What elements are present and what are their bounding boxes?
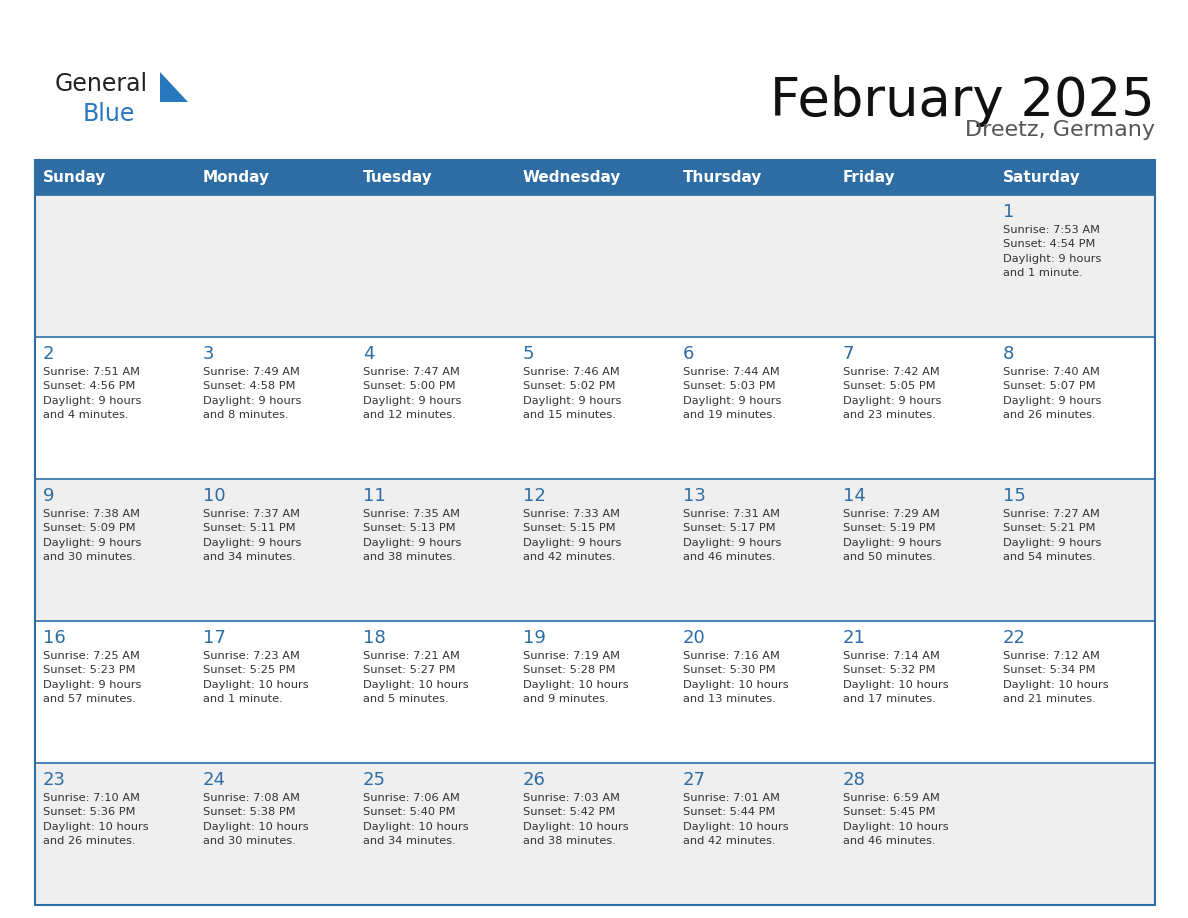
Text: 28: 28 bbox=[843, 771, 866, 789]
Text: Sunrise: 7:46 AM
Sunset: 5:02 PM
Daylight: 9 hours
and 15 minutes.: Sunrise: 7:46 AM Sunset: 5:02 PM Dayligh… bbox=[523, 367, 621, 420]
Text: Sunrise: 7:25 AM
Sunset: 5:23 PM
Daylight: 9 hours
and 57 minutes.: Sunrise: 7:25 AM Sunset: 5:23 PM Dayligh… bbox=[43, 651, 141, 704]
Text: 5: 5 bbox=[523, 345, 535, 363]
Text: 11: 11 bbox=[364, 487, 386, 505]
Text: Sunrise: 7:37 AM
Sunset: 5:11 PM
Daylight: 9 hours
and 34 minutes.: Sunrise: 7:37 AM Sunset: 5:11 PM Dayligh… bbox=[203, 509, 302, 562]
Text: 13: 13 bbox=[683, 487, 706, 505]
Text: February 2025: February 2025 bbox=[770, 75, 1155, 127]
Text: 27: 27 bbox=[683, 771, 706, 789]
Text: Sunrise: 7:16 AM
Sunset: 5:30 PM
Daylight: 10 hours
and 13 minutes.: Sunrise: 7:16 AM Sunset: 5:30 PM Dayligh… bbox=[683, 651, 789, 704]
Bar bbox=[34, 160, 1155, 905]
Text: 16: 16 bbox=[43, 629, 65, 647]
Text: General: General bbox=[55, 72, 148, 96]
Text: 24: 24 bbox=[203, 771, 226, 789]
Text: Sunrise: 7:06 AM
Sunset: 5:40 PM
Daylight: 10 hours
and 34 minutes.: Sunrise: 7:06 AM Sunset: 5:40 PM Dayligh… bbox=[364, 793, 468, 846]
Text: 12: 12 bbox=[523, 487, 545, 505]
Text: Sunrise: 7:14 AM
Sunset: 5:32 PM
Daylight: 10 hours
and 17 minutes.: Sunrise: 7:14 AM Sunset: 5:32 PM Dayligh… bbox=[843, 651, 949, 704]
Text: Sunday: Sunday bbox=[43, 170, 107, 185]
Bar bbox=[34, 337, 1155, 479]
Text: 23: 23 bbox=[43, 771, 67, 789]
Text: Sunrise: 7:12 AM
Sunset: 5:34 PM
Daylight: 10 hours
and 21 minutes.: Sunrise: 7:12 AM Sunset: 5:34 PM Dayligh… bbox=[1003, 651, 1108, 704]
Text: Sunrise: 7:44 AM
Sunset: 5:03 PM
Daylight: 9 hours
and 19 minutes.: Sunrise: 7:44 AM Sunset: 5:03 PM Dayligh… bbox=[683, 367, 782, 420]
Text: Sunrise: 7:08 AM
Sunset: 5:38 PM
Daylight: 10 hours
and 30 minutes.: Sunrise: 7:08 AM Sunset: 5:38 PM Dayligh… bbox=[203, 793, 309, 846]
Polygon shape bbox=[160, 72, 188, 102]
Text: 22: 22 bbox=[1003, 629, 1026, 647]
Text: Saturday: Saturday bbox=[1003, 170, 1081, 185]
Text: 26: 26 bbox=[523, 771, 545, 789]
Text: 4: 4 bbox=[364, 345, 374, 363]
Text: Sunrise: 7:49 AM
Sunset: 4:58 PM
Daylight: 9 hours
and 8 minutes.: Sunrise: 7:49 AM Sunset: 4:58 PM Dayligh… bbox=[203, 367, 302, 420]
Text: Sunrise: 7:10 AM
Sunset: 5:36 PM
Daylight: 10 hours
and 26 minutes.: Sunrise: 7:10 AM Sunset: 5:36 PM Dayligh… bbox=[43, 793, 148, 846]
Text: 17: 17 bbox=[203, 629, 226, 647]
Text: 20: 20 bbox=[683, 629, 706, 647]
Text: 2: 2 bbox=[43, 345, 55, 363]
Text: 6: 6 bbox=[683, 345, 694, 363]
Text: Sunrise: 7:29 AM
Sunset: 5:19 PM
Daylight: 9 hours
and 50 minutes.: Sunrise: 7:29 AM Sunset: 5:19 PM Dayligh… bbox=[843, 509, 941, 562]
Bar bbox=[34, 479, 1155, 621]
Text: Sunrise: 7:42 AM
Sunset: 5:05 PM
Daylight: 9 hours
and 23 minutes.: Sunrise: 7:42 AM Sunset: 5:05 PM Dayligh… bbox=[843, 367, 941, 420]
Bar bbox=[34, 195, 1155, 337]
Text: Sunrise: 7:03 AM
Sunset: 5:42 PM
Daylight: 10 hours
and 38 minutes.: Sunrise: 7:03 AM Sunset: 5:42 PM Dayligh… bbox=[523, 793, 628, 846]
Text: Sunrise: 7:21 AM
Sunset: 5:27 PM
Daylight: 10 hours
and 5 minutes.: Sunrise: 7:21 AM Sunset: 5:27 PM Dayligh… bbox=[364, 651, 468, 704]
Text: 1: 1 bbox=[1003, 203, 1015, 221]
Text: Sunrise: 7:33 AM
Sunset: 5:15 PM
Daylight: 9 hours
and 42 minutes.: Sunrise: 7:33 AM Sunset: 5:15 PM Dayligh… bbox=[523, 509, 621, 562]
Text: Sunrise: 7:23 AM
Sunset: 5:25 PM
Daylight: 10 hours
and 1 minute.: Sunrise: 7:23 AM Sunset: 5:25 PM Dayligh… bbox=[203, 651, 309, 704]
Text: Sunrise: 7:51 AM
Sunset: 4:56 PM
Daylight: 9 hours
and 4 minutes.: Sunrise: 7:51 AM Sunset: 4:56 PM Dayligh… bbox=[43, 367, 141, 420]
Text: 7: 7 bbox=[843, 345, 854, 363]
Text: 10: 10 bbox=[203, 487, 226, 505]
Text: Sunrise: 7:31 AM
Sunset: 5:17 PM
Daylight: 9 hours
and 46 minutes.: Sunrise: 7:31 AM Sunset: 5:17 PM Dayligh… bbox=[683, 509, 782, 562]
Text: Monday: Monday bbox=[203, 170, 270, 185]
Text: Wednesday: Wednesday bbox=[523, 170, 621, 185]
Text: Sunrise: 7:01 AM
Sunset: 5:44 PM
Daylight: 10 hours
and 42 minutes.: Sunrise: 7:01 AM Sunset: 5:44 PM Dayligh… bbox=[683, 793, 789, 846]
Text: Blue: Blue bbox=[83, 102, 135, 126]
Text: 19: 19 bbox=[523, 629, 545, 647]
Text: Sunrise: 7:38 AM
Sunset: 5:09 PM
Daylight: 9 hours
and 30 minutes.: Sunrise: 7:38 AM Sunset: 5:09 PM Dayligh… bbox=[43, 509, 141, 562]
Text: 8: 8 bbox=[1003, 345, 1015, 363]
Text: Sunrise: 6:59 AM
Sunset: 5:45 PM
Daylight: 10 hours
and 46 minutes.: Sunrise: 6:59 AM Sunset: 5:45 PM Dayligh… bbox=[843, 793, 949, 846]
Text: Sunrise: 7:40 AM
Sunset: 5:07 PM
Daylight: 9 hours
and 26 minutes.: Sunrise: 7:40 AM Sunset: 5:07 PM Dayligh… bbox=[1003, 367, 1101, 420]
Bar bbox=[34, 621, 1155, 763]
Bar bbox=[34, 160, 1155, 195]
Text: Dreetz, Germany: Dreetz, Germany bbox=[965, 120, 1155, 140]
Text: Sunrise: 7:19 AM
Sunset: 5:28 PM
Daylight: 10 hours
and 9 minutes.: Sunrise: 7:19 AM Sunset: 5:28 PM Dayligh… bbox=[523, 651, 628, 704]
Text: Sunrise: 7:53 AM
Sunset: 4:54 PM
Daylight: 9 hours
and 1 minute.: Sunrise: 7:53 AM Sunset: 4:54 PM Dayligh… bbox=[1003, 225, 1101, 278]
Text: Thursday: Thursday bbox=[683, 170, 763, 185]
Text: Tuesday: Tuesday bbox=[364, 170, 432, 185]
Text: Sunrise: 7:27 AM
Sunset: 5:21 PM
Daylight: 9 hours
and 54 minutes.: Sunrise: 7:27 AM Sunset: 5:21 PM Dayligh… bbox=[1003, 509, 1101, 562]
Text: 14: 14 bbox=[843, 487, 866, 505]
Text: 3: 3 bbox=[203, 345, 215, 363]
Text: Sunrise: 7:35 AM
Sunset: 5:13 PM
Daylight: 9 hours
and 38 minutes.: Sunrise: 7:35 AM Sunset: 5:13 PM Dayligh… bbox=[364, 509, 461, 562]
Text: 18: 18 bbox=[364, 629, 386, 647]
Text: 15: 15 bbox=[1003, 487, 1026, 505]
Text: 25: 25 bbox=[364, 771, 386, 789]
Text: Friday: Friday bbox=[843, 170, 896, 185]
Text: 9: 9 bbox=[43, 487, 55, 505]
Bar bbox=[34, 763, 1155, 905]
Text: 21: 21 bbox=[843, 629, 866, 647]
Text: Sunrise: 7:47 AM
Sunset: 5:00 PM
Daylight: 9 hours
and 12 minutes.: Sunrise: 7:47 AM Sunset: 5:00 PM Dayligh… bbox=[364, 367, 461, 420]
